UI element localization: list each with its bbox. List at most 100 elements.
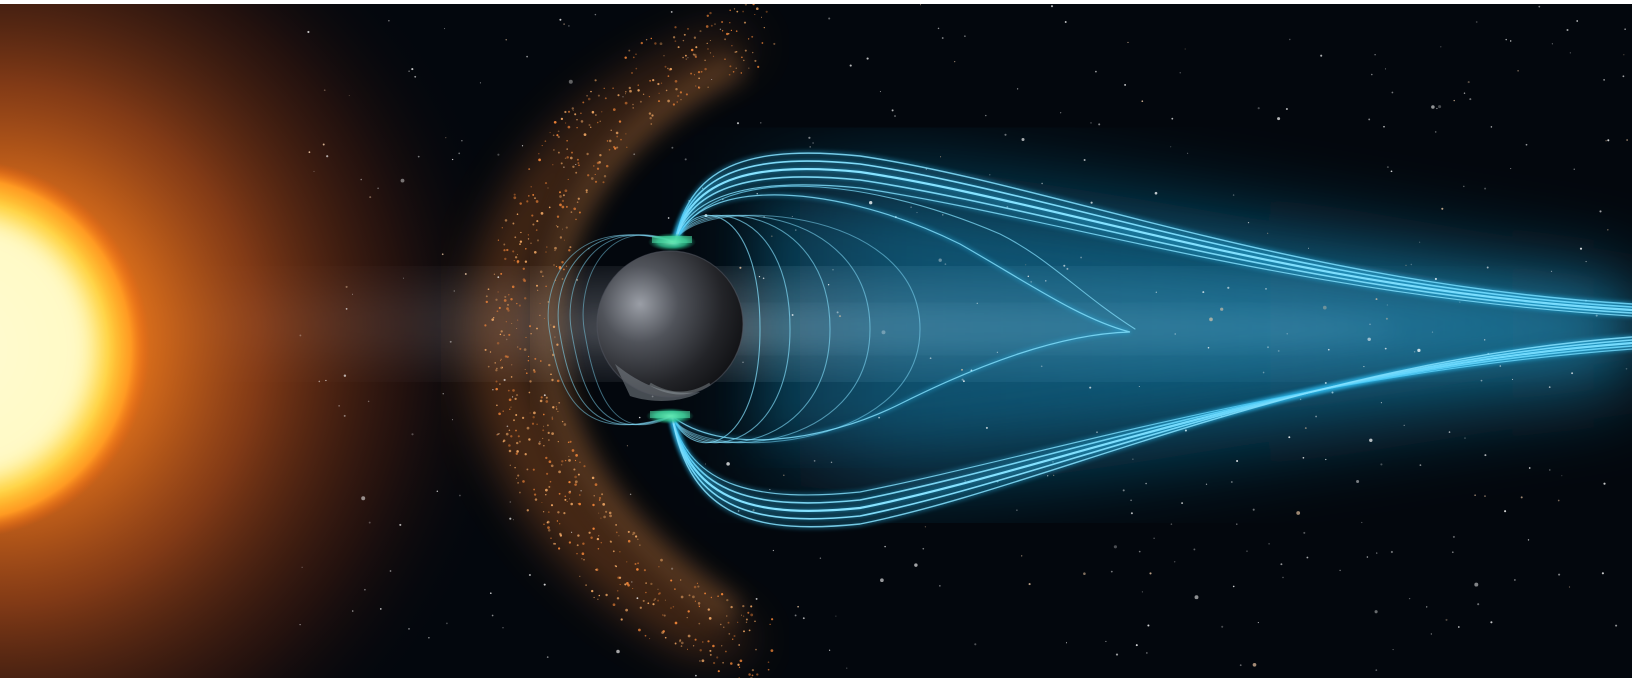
bow-shock-particle (546, 472, 549, 475)
bow-shock-particle (583, 558, 585, 561)
bow-shock-particle (767, 668, 770, 671)
bow-shock-particle (733, 634, 736, 638)
star (367, 400, 370, 403)
bow-shock-particle (559, 191, 561, 194)
bow-shock-particle (561, 205, 565, 209)
bow-shock-particle (500, 366, 503, 370)
star (1477, 603, 1480, 606)
star (687, 57, 689, 59)
star (1484, 339, 1486, 341)
star (1514, 579, 1516, 581)
bow-shock-particle (706, 42, 708, 45)
star (1146, 652, 1148, 654)
bow-shock-particle (658, 566, 660, 568)
bow-shock-particle (670, 607, 672, 609)
bow-shock-particle (527, 234, 529, 236)
star (964, 35, 966, 37)
bow-shock-particle (496, 367, 498, 370)
star (809, 146, 811, 148)
star (414, 75, 417, 78)
bow-shock-particle (560, 162, 563, 165)
bow-shock-particle (685, 54, 687, 57)
bow-shock-particle (589, 126, 592, 129)
bow-shock-particle (605, 510, 608, 513)
bow-shock-particle (594, 173, 596, 175)
star (838, 315, 842, 318)
star (846, 667, 848, 669)
star (1451, 551, 1454, 554)
bow-shock-particle (565, 226, 568, 229)
bow-shock-particle (544, 140, 547, 142)
star (891, 109, 894, 112)
bow-shock-particle (615, 531, 618, 534)
bow-shock-particle (501, 227, 503, 229)
star (1557, 499, 1560, 502)
bow-shock-particle (721, 20, 724, 24)
bow-shock-particle (726, 598, 729, 602)
star (1181, 502, 1184, 505)
bow-shock-particle (650, 37, 653, 40)
star (944, 263, 947, 265)
star (1096, 431, 1098, 434)
star (1383, 125, 1385, 128)
bow-shock-particle (720, 623, 722, 626)
bow-shock-particle (492, 316, 495, 319)
bow-shock-particle (721, 645, 723, 647)
star (1576, 20, 1579, 22)
star (1327, 348, 1330, 351)
star (313, 170, 315, 172)
bow-shock-particle (518, 440, 521, 443)
bow-shock-particle (545, 400, 549, 403)
star (1267, 346, 1269, 349)
bow-shock-particle (547, 526, 550, 529)
bow-shock-particle (572, 109, 574, 111)
earth (596, 250, 744, 401)
star (1232, 194, 1235, 196)
bow-shock-particle (485, 300, 488, 304)
bow-shock-particle (690, 72, 693, 75)
bow-shock-particle (594, 180, 598, 183)
bow-shock-particle (508, 294, 510, 296)
star (1445, 618, 1448, 621)
star (1436, 107, 1438, 110)
star (512, 519, 514, 521)
bow-shock-particle (658, 92, 660, 94)
star (880, 578, 884, 583)
bow-shock-particle (619, 584, 621, 586)
bow-shock-particle (693, 36, 697, 39)
bow-shock-particle (549, 132, 551, 134)
bow-shock-particle (699, 30, 702, 33)
bow-shock-particle (693, 53, 697, 57)
star (497, 433, 500, 436)
bow-shock-particle (754, 59, 757, 62)
bow-shock-particle (496, 310, 499, 313)
bow-shock-particle (556, 343, 559, 346)
star (726, 462, 730, 466)
bow-shock-particle (517, 319, 519, 321)
bow-shock-particle (603, 87, 605, 89)
bow-shock-particle (569, 246, 572, 249)
bow-shock-particle (513, 193, 516, 196)
star (616, 649, 620, 654)
bow-shock-particle (484, 324, 487, 327)
bow-shock-particle (618, 535, 620, 537)
bow-shock-particle (528, 438, 531, 441)
star (884, 545, 886, 548)
bow-shock-particle (585, 189, 588, 192)
bow-shock-particle (694, 638, 697, 641)
bow-shock-particle (503, 243, 506, 246)
bow-shock-particle (522, 267, 525, 270)
bow-shock-particle (601, 493, 604, 496)
bow-shock-particle (697, 585, 700, 588)
bow-shock-particle (502, 441, 504, 443)
star (1315, 415, 1318, 418)
star (832, 269, 834, 271)
star (1579, 247, 1583, 250)
bow-shock-particle (564, 110, 567, 114)
star (919, 4, 922, 6)
star (1571, 372, 1574, 375)
bow-shock-particle (510, 376, 513, 378)
bow-shock-particle (560, 117, 564, 121)
bow-shock-particle (568, 480, 571, 484)
bow-shock-particle (494, 362, 496, 364)
